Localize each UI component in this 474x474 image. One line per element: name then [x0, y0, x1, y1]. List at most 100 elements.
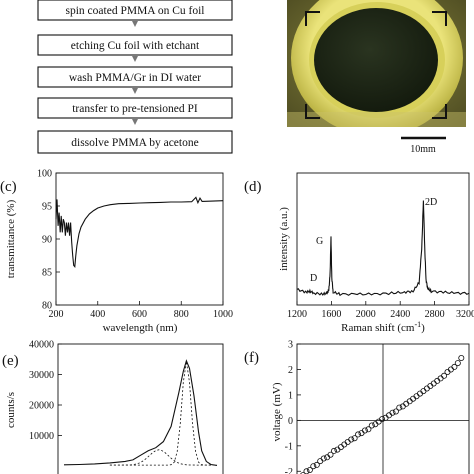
- voltage-point: [327, 451, 334, 458]
- voltage-point: [310, 463, 317, 470]
- voltage-point: [306, 466, 313, 473]
- flow-step-3-box: [37, 66, 233, 88]
- xtick-label-c: 600: [132, 309, 147, 320]
- voltage-point: [396, 404, 403, 411]
- flow-step-2: etching Cu foil with etchant: [71, 40, 200, 52]
- voltage-point: [361, 427, 368, 434]
- ticks-d: 1200 1600 2000 2400 2800 3200: [287, 301, 474, 320]
- flow-step-4-box: [37, 97, 233, 119]
- voltage-point: [355, 431, 362, 438]
- voltage-point: [458, 354, 465, 361]
- voltage-point: [365, 426, 372, 433]
- flow-arrow-icon: [132, 119, 138, 125]
- xtick-label-d: 2400: [390, 309, 410, 320]
- ytick-label-f: 3: [288, 340, 293, 351]
- voltage-point: [451, 363, 458, 370]
- voltage-point: [372, 421, 379, 428]
- chart-voltage: (f) -2 -1 0 1 2 3 voltage (mV): [244, 340, 470, 474]
- flow-step-1-box: [37, 0, 233, 21]
- ticks-e: 10000 20000 30000 40000: [29, 340, 62, 442]
- voltage-point: [403, 400, 410, 407]
- flow-step-5-box: [37, 130, 233, 154]
- xtick-label-c: 800: [174, 309, 189, 320]
- axes-d: [296, 172, 470, 306]
- xtick-label-c: 400: [90, 309, 105, 320]
- axes-c: [55, 172, 224, 306]
- panel-label-f: (f): [244, 350, 259, 366]
- sample-photo: 10mm: [287, 0, 466, 155]
- voltage-point: [300, 472, 306, 474]
- ytick-label-c: 90: [42, 235, 52, 246]
- scale-bar-label: 10mm: [410, 144, 436, 155]
- voltage-point: [379, 416, 386, 423]
- xlabel-c: wavelength (nm): [103, 322, 178, 334]
- ticks-f: -2 -1 0 1 2 3: [285, 340, 469, 474]
- voltage-point: [348, 436, 355, 443]
- ticks-c: 200 400 600 800 1000 80 85 90 95 100: [37, 169, 233, 321]
- ytick-label-f: -1: [285, 441, 293, 452]
- ytick-label-e: 10000: [29, 431, 54, 442]
- voltage-point: [351, 435, 358, 442]
- flow-step-5: dissolve PMMA by acetone: [71, 137, 198, 149]
- xtick-label-c: 1000: [213, 309, 233, 320]
- voltage-point: [313, 461, 320, 468]
- flow-arrow-icon: [132, 56, 138, 62]
- ytick-label-c: 85: [42, 268, 52, 279]
- flow-arrow-icon: [132, 88, 138, 94]
- voltage-point: [392, 408, 399, 415]
- xtick-label-d: 2000: [356, 309, 376, 320]
- ytick-label-c: 95: [42, 202, 52, 213]
- voltage-point: [406, 398, 413, 405]
- voltage-point: [358, 430, 365, 437]
- peak-label-d: D: [310, 273, 317, 284]
- flow-step-1: spin coated PMMA on Cu foil: [66, 5, 205, 17]
- counts-curve: [63, 359, 218, 466]
- flow-step-2-box: [37, 34, 233, 56]
- chart-counts: (e) 10000 20000 30000 40000 counts/s: [2, 340, 224, 474]
- voltage-point: [389, 409, 396, 416]
- flow-arrow-icon: [132, 21, 138, 27]
- voltage-point: [330, 447, 337, 454]
- ytick-label-e: 30000: [29, 370, 54, 381]
- voltage-point: [337, 444, 344, 451]
- fit-component-2: [109, 449, 217, 466]
- xtick-label-c: 200: [49, 309, 64, 320]
- ytick-label-e: 20000: [29, 401, 54, 412]
- chart-raman: (d) 1200 1600 2000 2400 2800 3200 D G 2D Rama…: [244, 172, 474, 334]
- voltage-point: [368, 422, 375, 429]
- ylabel-c: transmittance (%): [5, 199, 17, 278]
- voltage-points: [300, 354, 465, 474]
- voltage-point: [317, 458, 324, 465]
- raman-spectrum: [296, 200, 470, 297]
- voltage-point: [454, 360, 461, 367]
- xtick-label-d: 1600: [321, 309, 341, 320]
- xtick-label-d: 2800: [425, 309, 445, 320]
- transmittance-curve: [55, 196, 224, 269]
- chart-transmittance: (c) 200 400 600 800 1000 80 85 90 95 100 waveleng…: [0, 169, 233, 335]
- ytick-label-e: 40000: [29, 340, 54, 351]
- corner-markers: [305, 11, 447, 119]
- panel-label-c: (c): [0, 179, 17, 195]
- ytick-label-c: 80: [42, 301, 52, 312]
- peak-label-2d: 2D: [425, 197, 437, 208]
- ytick-label-c: 100: [37, 169, 52, 180]
- panel-label-e: (e): [2, 353, 19, 369]
- flow-step-4: transfer to pre-tensioned PI: [72, 103, 198, 115]
- ytick-label-f: 2: [288, 365, 293, 376]
- voltage-point: [320, 455, 327, 462]
- ytick-label-f: 1: [288, 390, 293, 401]
- flow-step-3: wash PMMA/Gr in DI water: [69, 72, 201, 84]
- ylabel-f: voltage (mV): [271, 382, 283, 441]
- ylabel-d: intensity (a.u.): [278, 207, 290, 271]
- axes-e: [57, 343, 224, 474]
- process-flowchart: spin coated PMMA on Cu foil etching Cu f…: [37, 0, 233, 154]
- voltage-point: [303, 468, 310, 474]
- xlabel-d: Raman shift (cm-1): [341, 320, 425, 334]
- xtick-label-d: 3200: [456, 309, 474, 320]
- ytick-label-f: -2: [285, 467, 293, 474]
- ytick-label-f: 0: [288, 416, 293, 427]
- graphene-film: [314, 8, 438, 112]
- ylabel-e: counts/s: [5, 392, 17, 428]
- voltage-point: [399, 403, 406, 410]
